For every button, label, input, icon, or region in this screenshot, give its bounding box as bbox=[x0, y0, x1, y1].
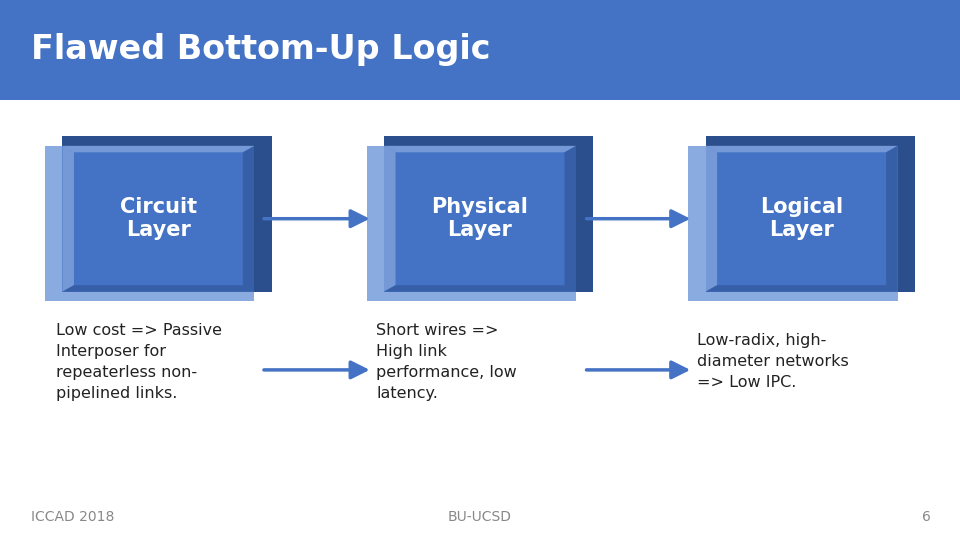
Bar bbox=[706, 136, 915, 292]
Text: ICCAD 2018: ICCAD 2018 bbox=[31, 510, 114, 524]
Bar bbox=[62, 136, 272, 292]
Bar bbox=[384, 146, 576, 292]
Polygon shape bbox=[706, 146, 717, 292]
Text: Low-radix, high-
diameter networks
=> Low IPC.: Low-radix, high- diameter networks => Lo… bbox=[697, 333, 849, 390]
Polygon shape bbox=[886, 146, 898, 292]
Text: 6: 6 bbox=[923, 510, 931, 524]
Polygon shape bbox=[384, 146, 576, 152]
Text: Flawed Bottom-Up Logic: Flawed Bottom-Up Logic bbox=[31, 33, 491, 66]
Bar bbox=[688, 146, 898, 301]
Polygon shape bbox=[706, 146, 898, 152]
Polygon shape bbox=[706, 285, 898, 292]
Text: Physical
Layer: Physical Layer bbox=[432, 197, 528, 240]
Bar bbox=[45, 146, 254, 301]
Polygon shape bbox=[564, 146, 576, 292]
Bar bbox=[62, 146, 254, 292]
Polygon shape bbox=[62, 285, 254, 292]
Text: Low cost => Passive
Interposer for
repeaterless non-
pipelined links.: Low cost => Passive Interposer for repea… bbox=[56, 323, 222, 401]
Polygon shape bbox=[384, 285, 576, 292]
Bar bbox=[384, 136, 593, 292]
Bar bbox=[0, 0, 960, 100]
Bar bbox=[367, 146, 576, 301]
Bar bbox=[706, 146, 898, 292]
Polygon shape bbox=[62, 146, 254, 152]
Text: Circuit
Layer: Circuit Layer bbox=[120, 197, 197, 240]
Text: Short wires =>
High link
performance, low
latency.: Short wires => High link performance, lo… bbox=[376, 323, 517, 401]
Polygon shape bbox=[243, 146, 254, 292]
Polygon shape bbox=[384, 146, 396, 292]
Text: BU-UCSD: BU-UCSD bbox=[448, 510, 512, 524]
Polygon shape bbox=[62, 146, 74, 292]
Text: Logical
Layer: Logical Layer bbox=[760, 197, 843, 240]
